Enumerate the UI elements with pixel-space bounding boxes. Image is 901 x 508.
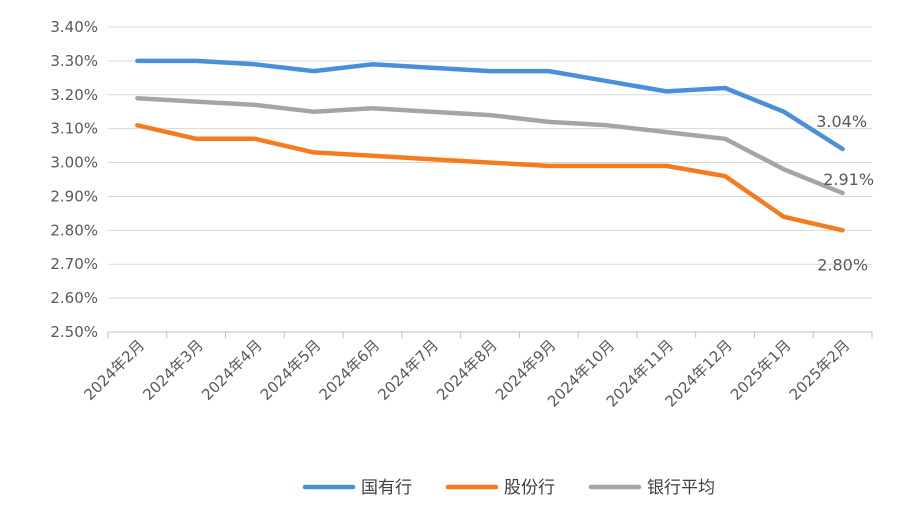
legend-label: 银行平均 xyxy=(647,478,715,498)
data-label: 2.91% xyxy=(823,170,874,189)
legend-label: 股份行 xyxy=(504,478,555,498)
x-axis xyxy=(107,331,873,338)
x-axis-tick-labels: 2024年2月2024年3月2024年4月2024年5月2024年6月2024年… xyxy=(81,336,854,410)
y-tick-label: 2.70% xyxy=(50,255,98,273)
x-tick-label: 2024年8月 xyxy=(433,336,501,404)
y-tick-label: 3.10% xyxy=(50,120,98,138)
x-tick-label: 2024年3月 xyxy=(139,336,207,404)
x-tick-label: 2025年2月 xyxy=(786,336,854,404)
x-tick-label: 2024年2月 xyxy=(81,336,149,404)
data-labels: 3.04% 2.91% 2.80% xyxy=(816,112,874,274)
x-tick-label: 2024年4月 xyxy=(198,336,266,404)
y-tick-label: 2.50% xyxy=(50,323,98,341)
x-tick-label: 2025年1月 xyxy=(727,336,795,404)
legend-label: 国有行 xyxy=(361,478,412,498)
x-tick-label: 2024年5月 xyxy=(257,336,325,404)
y-tick-label: 3.00% xyxy=(50,154,98,172)
series-line-0 xyxy=(135,58,845,152)
series-line-1 xyxy=(135,123,845,233)
x-tick-label: 2024年6月 xyxy=(316,336,384,404)
y-tick-label: 3.30% xyxy=(50,52,98,70)
y-axis-tick-labels: 2.50% 2.60% 2.70% 2.80% 2.90% 3.00% 3.10% 3.20%… xyxy=(50,18,98,341)
y-tick-label: 2.60% xyxy=(50,289,98,307)
series-line-2 xyxy=(135,95,845,196)
y-tick-label: 3.40% xyxy=(50,18,98,36)
series-lines xyxy=(135,58,845,233)
data-label: 3.04% xyxy=(816,112,867,131)
x-tick-label: 2024年7月 xyxy=(374,336,442,404)
legend: 国有行 股份行 银行平均 xyxy=(302,478,715,498)
data-label: 2.80% xyxy=(817,255,868,274)
y-tick-label: 2.80% xyxy=(50,221,98,239)
y-tick-label: 3.20% xyxy=(50,86,98,104)
y-tick-label: 2.90% xyxy=(50,187,98,205)
